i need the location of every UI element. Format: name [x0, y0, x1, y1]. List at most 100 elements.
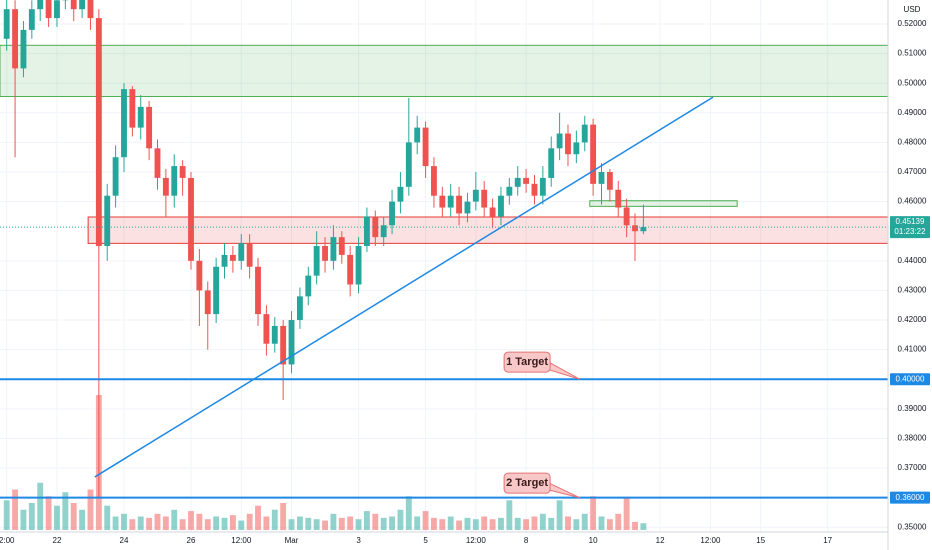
volume-bar — [330, 513, 337, 530]
candle-body — [531, 183, 538, 196]
volume-bar — [405, 496, 412, 530]
candle-body — [464, 201, 471, 214]
candle-body — [539, 177, 546, 196]
volume-bar — [288, 519, 295, 530]
candle-body — [472, 189, 479, 202]
candle-body — [397, 186, 404, 202]
candle-body — [263, 314, 270, 344]
candle-body — [112, 157, 119, 196]
candle-body — [28, 9, 35, 30]
candle-body — [640, 227, 647, 232]
volume-bar — [464, 517, 471, 530]
volume-bar — [263, 516, 270, 530]
callout-box — [503, 472, 551, 494]
volume-bar — [79, 509, 86, 530]
candle-body — [405, 142, 412, 187]
candle-body — [12, 9, 19, 69]
candle-body — [489, 207, 496, 217]
candle-body — [556, 133, 563, 149]
price-axis-panel — [888, 0, 932, 550]
volume-bar — [573, 519, 580, 530]
volume-bar — [104, 505, 111, 530]
candle-body — [271, 325, 278, 344]
volume-bar — [481, 516, 488, 530]
candle-body — [104, 195, 111, 247]
candle-body — [506, 186, 513, 196]
y-tick-label: 0.37000 — [898, 463, 927, 472]
candle-body — [606, 172, 613, 190]
volume-bar — [422, 511, 429, 530]
volume-bar — [121, 513, 127, 530]
callout-text: 1 Target — [506, 356, 548, 368]
candle-body — [246, 243, 253, 267]
candle-body — [238, 243, 245, 261]
volume-bar — [162, 516, 169, 530]
candle-body — [598, 172, 605, 184]
y-tick-label: 0.35000 — [898, 522, 927, 531]
volume-bar — [271, 509, 278, 530]
candle-body — [146, 106, 153, 149]
candle-body — [221, 254, 228, 267]
candle-body — [129, 89, 136, 128]
candle-body — [70, 0, 77, 10]
x-tick-label: 8 — [524, 536, 529, 545]
volume-bar — [640, 523, 647, 530]
volume-bar — [363, 511, 370, 530]
volume-bar — [3, 500, 10, 530]
volume-bar — [380, 517, 387, 530]
volume-bar — [632, 521, 638, 530]
x-tick-label: 15 — [756, 536, 765, 545]
candle-body — [213, 266, 220, 315]
level-label-box — [890, 491, 930, 504]
x-tick-label: 2:00 — [0, 536, 15, 545]
volume-bar — [196, 513, 203, 530]
y-tick-label: 0.46000 — [898, 197, 927, 206]
candle-body — [389, 201, 395, 226]
candle-body — [548, 148, 555, 178]
volume-bar — [54, 505, 60, 530]
candle-body — [255, 266, 261, 315]
candle-body — [380, 225, 387, 238]
volume-bar — [213, 516, 220, 530]
volume-bar — [305, 517, 312, 530]
volume-bar — [20, 509, 27, 530]
volume-bar — [615, 513, 622, 530]
volume-bar — [338, 517, 345, 530]
volume-bar — [87, 489, 94, 530]
y-tick-label: 0.52000 — [898, 19, 927, 28]
last-price: 0.45139 — [896, 217, 925, 226]
zone — [87, 216, 889, 244]
candle-body — [37, 0, 44, 10]
volume-bar — [581, 513, 588, 530]
candle-body — [154, 148, 161, 178]
volume-bar — [112, 516, 119, 530]
candle-body — [498, 195, 504, 217]
candle-body — [288, 320, 295, 365]
y-tick-label: 0.51000 — [898, 49, 927, 58]
volume-bar — [62, 492, 69, 530]
y-tick-label: 0.47000 — [898, 167, 927, 176]
y-tick-label: 0.42000 — [898, 315, 927, 324]
volume-bar — [598, 516, 605, 530]
zone — [589, 200, 738, 207]
volume-bar — [431, 517, 437, 530]
volume-bar — [372, 513, 379, 530]
volume-bar — [514, 517, 521, 530]
volume-bar — [179, 519, 186, 530]
volume-bar — [255, 505, 261, 530]
volume-bar — [137, 516, 144, 530]
x-tick-label: 12:00 — [231, 536, 252, 545]
candle-body — [95, 18, 102, 247]
candle-body — [79, 0, 86, 10]
volume-bar — [489, 519, 496, 530]
zone — [0, 44, 889, 98]
y-tick-label: 0.39000 — [898, 404, 927, 413]
callout-box — [503, 351, 551, 373]
volume-bar — [539, 513, 546, 530]
volume-bar — [498, 517, 504, 530]
volume-bar — [472, 519, 479, 530]
currency: USD — [904, 5, 921, 14]
volume-bar — [45, 496, 52, 530]
candle-body — [20, 29, 27, 69]
